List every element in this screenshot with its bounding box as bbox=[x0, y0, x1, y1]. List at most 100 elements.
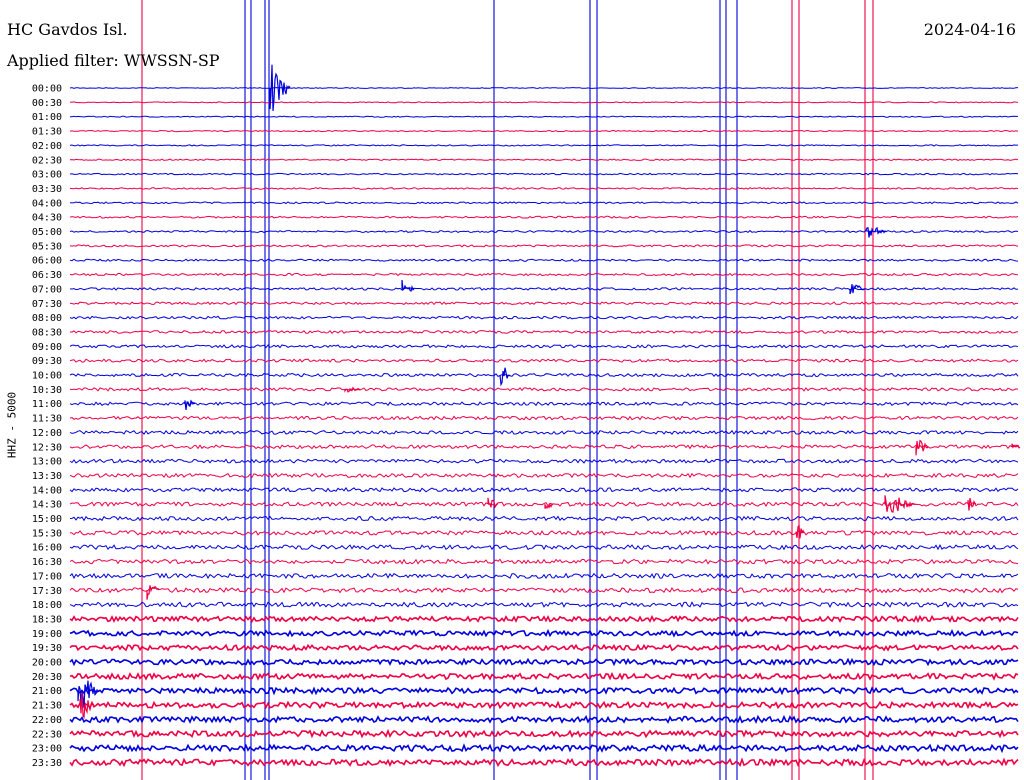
row-labels: 00:00 00:30 01:00 01:30 02:00 02:30 03:00 03:30… bbox=[32, 84, 62, 769]
row-label-34: 17:00 bbox=[32, 571, 62, 582]
trace-row-17 bbox=[69, 329, 1019, 334]
event-burst-2 bbox=[849, 284, 865, 295]
filter-label: Applied filter: WWSSN-SP bbox=[7, 51, 220, 70]
trace-row-11 bbox=[69, 244, 1019, 248]
row-label-28: 14:00 bbox=[32, 485, 62, 496]
row-label-23: 11:30 bbox=[32, 414, 62, 425]
event-burst-5 bbox=[184, 399, 196, 410]
trace-row-26 bbox=[69, 458, 1019, 464]
row-label-17: 08:30 bbox=[32, 327, 62, 338]
trace-row-20 bbox=[69, 372, 1019, 378]
event-burst-0 bbox=[269, 64, 291, 111]
row-label-42: 21:00 bbox=[32, 686, 62, 697]
trace-rows bbox=[69, 87, 1019, 768]
event-burst-15 bbox=[146, 585, 160, 600]
seismic-events bbox=[77, 64, 1021, 720]
trace-row-41 bbox=[69, 671, 1019, 681]
trace-row-45 bbox=[69, 728, 1019, 739]
event-burst-1 bbox=[401, 279, 415, 292]
row-label-21: 10:30 bbox=[32, 385, 62, 396]
trace-row-38 bbox=[69, 628, 1019, 638]
row-label-8: 04:00 bbox=[32, 198, 62, 209]
trace-row-44 bbox=[69, 714, 1019, 725]
trace-row-46 bbox=[69, 743, 1019, 754]
row-label-37: 18:30 bbox=[32, 614, 62, 625]
trace-row-47 bbox=[69, 757, 1019, 768]
row-label-36: 18:00 bbox=[32, 600, 62, 611]
event-burst-8 bbox=[487, 497, 499, 509]
row-label-22: 11:00 bbox=[32, 399, 62, 410]
event-burst-7 bbox=[1011, 443, 1021, 449]
row-label-41: 20:30 bbox=[32, 672, 62, 683]
event-burst-12 bbox=[499, 367, 511, 387]
trace-row-19 bbox=[69, 358, 1019, 363]
row-label-24: 12:00 bbox=[32, 428, 62, 439]
row-label-6: 03:00 bbox=[32, 170, 62, 181]
row-label-1: 00:30 bbox=[32, 98, 62, 109]
trace-row-23 bbox=[69, 415, 1019, 421]
row-label-26: 13:00 bbox=[32, 457, 62, 468]
event-burst-4 bbox=[344, 386, 361, 393]
trace-row-5 bbox=[69, 158, 1019, 161]
trace-row-13 bbox=[69, 272, 1019, 277]
trace-row-25 bbox=[69, 444, 1019, 450]
row-label-18: 09:00 bbox=[32, 342, 62, 353]
row-label-5: 02:30 bbox=[32, 155, 62, 166]
trace-row-14 bbox=[69, 286, 1019, 291]
row-label-47: 23:30 bbox=[32, 758, 62, 769]
trace-row-4 bbox=[69, 144, 1019, 147]
trace-row-37 bbox=[69, 614, 1019, 624]
trace-row-40 bbox=[69, 657, 1019, 667]
row-label-12: 06:00 bbox=[32, 256, 62, 267]
trace-row-21 bbox=[69, 387, 1019, 392]
row-label-13: 06:30 bbox=[32, 270, 62, 281]
row-label-20: 10:00 bbox=[32, 371, 62, 382]
event-burst-11 bbox=[967, 497, 977, 511]
trace-row-43 bbox=[69, 700, 1019, 710]
row-label-40: 20:00 bbox=[32, 658, 62, 669]
trace-row-18 bbox=[69, 344, 1019, 349]
trace-row-3 bbox=[69, 129, 1019, 133]
trace-row-28 bbox=[69, 487, 1019, 493]
row-label-27: 13:30 bbox=[32, 471, 62, 482]
row-label-45: 22:30 bbox=[32, 729, 62, 740]
row-label-46: 23:00 bbox=[32, 744, 62, 755]
row-label-14: 07:00 bbox=[32, 284, 62, 295]
trace-row-36 bbox=[69, 601, 1019, 608]
date-label: 2024-04-16 bbox=[923, 20, 1016, 39]
trace-row-2 bbox=[70, 115, 1018, 118]
row-label-32: 16:00 bbox=[32, 543, 62, 554]
trace-row-10 bbox=[69, 229, 1019, 234]
event-burst-14 bbox=[79, 692, 95, 720]
trace-row-0 bbox=[69, 87, 1019, 89]
row-label-2: 01:00 bbox=[32, 112, 62, 123]
event-burst-6 bbox=[915, 439, 929, 456]
trace-row-30 bbox=[69, 515, 1019, 522]
event-burst-16 bbox=[795, 523, 805, 539]
row-label-15: 07:30 bbox=[32, 299, 62, 310]
trace-row-16 bbox=[69, 315, 1019, 320]
row-label-25: 12:30 bbox=[32, 442, 62, 453]
trace-row-15 bbox=[69, 301, 1019, 306]
y-axis-label: HHZ - 5000 bbox=[5, 391, 19, 459]
event-burst-3 bbox=[865, 226, 887, 238]
row-label-4: 02:00 bbox=[32, 141, 62, 152]
trace-row-9 bbox=[69, 215, 1019, 219]
event-burst-13 bbox=[77, 680, 99, 708]
row-label-7: 03:30 bbox=[32, 184, 62, 195]
row-label-30: 15:00 bbox=[32, 514, 62, 525]
trace-row-8 bbox=[69, 201, 1019, 205]
row-label-11: 05:30 bbox=[32, 241, 62, 252]
trace-row-29 bbox=[69, 501, 1019, 507]
trace-row-27 bbox=[69, 472, 1019, 479]
trace-row-7 bbox=[69, 187, 1019, 190]
trace-row-39 bbox=[69, 643, 1019, 652]
row-label-31: 15:30 bbox=[32, 528, 62, 539]
row-label-33: 16:30 bbox=[32, 557, 62, 568]
row-label-19: 09:30 bbox=[32, 356, 62, 367]
trace-row-35 bbox=[69, 587, 1019, 594]
row-label-3: 01:30 bbox=[32, 127, 62, 138]
trace-row-24 bbox=[69, 429, 1019, 435]
row-label-0: 00:00 bbox=[32, 84, 62, 95]
